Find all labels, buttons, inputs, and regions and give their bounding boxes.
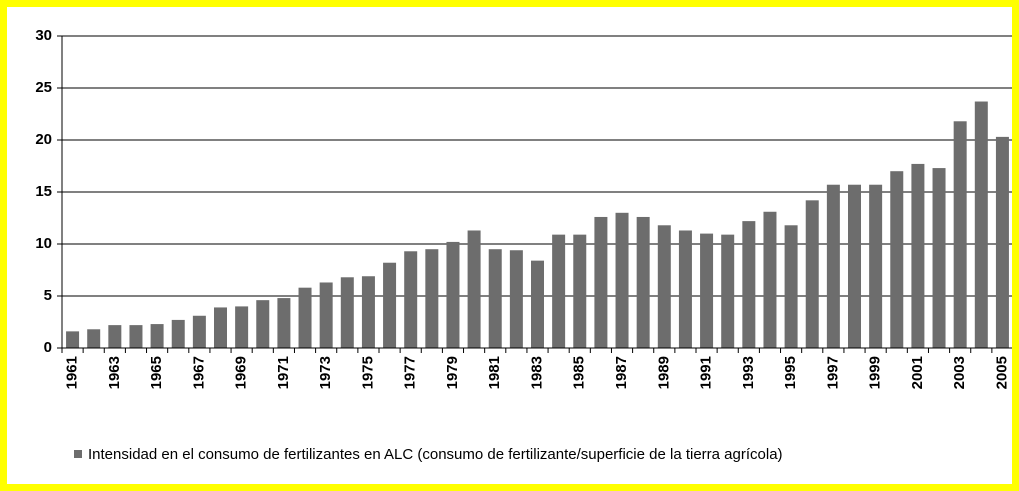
- bar: [319, 282, 333, 348]
- bar: [129, 325, 143, 348]
- legend-swatch: [74, 450, 82, 458]
- x-tick-label: 1969: [233, 356, 250, 389]
- bar: [298, 287, 312, 348]
- bar: [446, 241, 460, 348]
- bar: [869, 184, 883, 348]
- legend-label: Intensidad en el consumo de fertilizante…: [88, 446, 783, 463]
- y-tick-label: 10: [35, 235, 52, 252]
- bar: [678, 230, 692, 348]
- bar: [467, 230, 481, 348]
- x-tick-label: 2005: [993, 356, 1010, 389]
- bar: [657, 225, 671, 348]
- bar: [235, 306, 249, 348]
- bar: [763, 211, 777, 348]
- bar: [277, 298, 291, 348]
- bar: [911, 163, 925, 348]
- bar: [66, 331, 80, 348]
- bar: [995, 136, 1009, 348]
- bar: [340, 277, 354, 348]
- bar: [531, 260, 544, 348]
- y-tick-label: 30: [35, 27, 52, 44]
- bar: [932, 168, 946, 348]
- x-tick-label: 1997: [824, 356, 841, 389]
- bar: [784, 225, 798, 348]
- bar: [361, 276, 375, 348]
- y-tick-label: 20: [35, 131, 52, 148]
- bar: [425, 249, 439, 348]
- bar: [974, 101, 988, 349]
- x-tick-label: 1971: [275, 356, 292, 389]
- x-tick-label: 1987: [613, 356, 630, 389]
- x-tick-label: 1979: [444, 356, 461, 389]
- bar: [594, 216, 608, 348]
- x-tick-label: 1977: [402, 356, 419, 389]
- x-tick-label: 1967: [190, 356, 207, 389]
- bar: [150, 324, 164, 348]
- x-tick-label: 1973: [317, 356, 334, 389]
- bar: [87, 329, 101, 348]
- x-tick-label: 2003: [951, 356, 968, 389]
- bar: [383, 262, 397, 348]
- bar: [805, 200, 819, 348]
- x-tick-label: 1991: [698, 356, 715, 389]
- bar: [509, 250, 523, 348]
- bar: [171, 319, 185, 348]
- x-tick-label: 1985: [571, 356, 588, 389]
- bar: [108, 325, 122, 348]
- bar: [953, 121, 967, 348]
- bar: [742, 221, 756, 348]
- chart: 0 5 10 15 20 25 30 1961 1963 1965 1967 1969 1971 1973…: [35, 27, 1012, 463]
- bar: [256, 300, 270, 348]
- x-tick-label: 1983: [528, 356, 545, 389]
- bar: [700, 233, 714, 348]
- bar: [214, 307, 227, 348]
- x-tick-label: 1975: [359, 356, 376, 389]
- y-tick-label: 15: [35, 183, 52, 200]
- x-tick-label: 1961: [64, 356, 81, 389]
- x-tick-label: 1981: [486, 356, 503, 389]
- x-tick-label: 2001: [909, 356, 926, 389]
- bar: [573, 234, 587, 348]
- bar: [404, 251, 418, 348]
- bar: [488, 249, 502, 348]
- y-tick-label: 5: [44, 287, 52, 304]
- bar: [552, 234, 566, 348]
- x-tick-label: 1965: [148, 356, 165, 389]
- x-tick-label: 1999: [867, 356, 884, 389]
- bar: [192, 315, 206, 348]
- x-tick-label: 1995: [782, 356, 799, 389]
- y-tick-label: 25: [35, 79, 52, 96]
- x-tick-label: 1963: [106, 356, 123, 389]
- bar: [848, 184, 861, 348]
- bar: [890, 171, 904, 348]
- bar: [636, 216, 650, 348]
- bar: [721, 234, 735, 348]
- bar: [615, 212, 629, 348]
- x-tick-label: 1989: [655, 356, 672, 389]
- bar: [826, 184, 840, 348]
- x-tick-label: 1993: [740, 356, 757, 389]
- y-tick-label: 0: [44, 339, 52, 356]
